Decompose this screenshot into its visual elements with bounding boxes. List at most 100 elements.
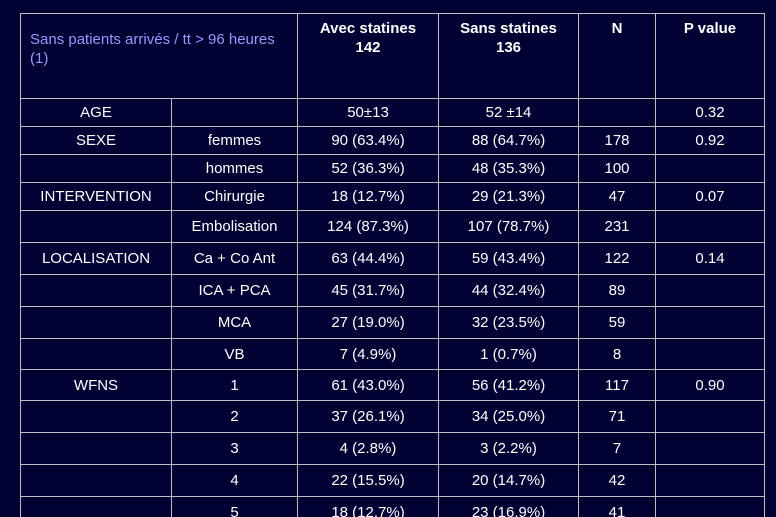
cell-p-value <box>655 274 765 307</box>
cell-category: hommes <box>171 154 298 183</box>
cell-variable <box>20 210 172 243</box>
table-row: Embolisation 124 (87.3%) 107 (78.7%) 231 <box>20 210 765 243</box>
cell-sans: 56 (41.2%) <box>438 369 579 401</box>
cell-p-value: 0.90 <box>655 369 765 401</box>
cell-sans: 107 (78.7%) <box>438 210 579 243</box>
cell-sans: 32 (23.5%) <box>438 306 579 339</box>
cell-variable: INTERVENTION <box>20 182 172 211</box>
header-avec-count: 142 <box>355 39 381 56</box>
cell-category: femmes <box>171 126 298 155</box>
cell-avec: 63 (44.4%) <box>297 242 439 275</box>
cell-p-value <box>655 400 765 433</box>
table-row: SEXE femmes 90 (63.4%) 88 (64.7%) 178 0.… <box>20 126 765 155</box>
cell-p-value <box>655 154 765 183</box>
cell-n: 42 <box>578 464 656 497</box>
cell-category <box>171 98 298 127</box>
table-row: 3 4 (2.8%) 3 (2.2%) 7 <box>20 432 765 465</box>
cell-category: VB <box>171 338 298 370</box>
cell-sans: 34 (25.0%) <box>438 400 579 433</box>
table-row: LOCALISATION Ca + Co Ant 63 (44.4%) 59 (… <box>20 242 765 275</box>
cell-sans: 23 (16.9%) <box>438 496 579 517</box>
cell-category: 1 <box>171 369 298 401</box>
cell-avec: 52 (36.3%) <box>297 154 439 183</box>
cell-variable: SEXE <box>20 126 172 155</box>
cell-n: 122 <box>578 242 656 275</box>
header-sans-count: 136 <box>495 39 522 56</box>
cell-n <box>578 98 656 127</box>
cell-sans: 52 ±14 <box>438 98 579 127</box>
cell-p-value <box>655 306 765 339</box>
cell-category: 3 <box>171 432 298 465</box>
cell-variable <box>20 306 172 339</box>
cell-avec: 90 (63.4%) <box>297 126 439 155</box>
cell-category: Ca + Co Ant <box>171 242 298 275</box>
cell-sans: 1 (0.7%) <box>438 338 579 370</box>
cell-n: 231 <box>578 210 656 243</box>
cell-p-value: 0.14 <box>655 242 765 275</box>
table-row: WFNS 1 61 (43.0%) 56 (41.2%) 117 0.90 <box>20 369 765 401</box>
cell-category: ICA + PCA <box>171 274 298 307</box>
cell-variable <box>20 338 172 370</box>
cell-n: 7 <box>578 432 656 465</box>
table-row: AGE 50±13 52 ±14 0.32 <box>20 98 765 127</box>
cell-category: 4 <box>171 464 298 497</box>
cell-n: 41 <box>578 496 656 517</box>
cell-variable <box>20 400 172 433</box>
cell-sans: 3 (2.2%) <box>438 432 579 465</box>
statins-comparison-table: Sans patients arrivés / tt > 96 heures (… <box>20 13 765 517</box>
cell-p-value <box>655 464 765 497</box>
cell-n: 89 <box>578 274 656 307</box>
cell-n: 71 <box>578 400 656 433</box>
table-row: MCA 27 (19.0%) 32 (23.5%) 59 <box>20 306 765 339</box>
cell-category: Embolisation <box>171 210 298 243</box>
cell-n: 8 <box>578 338 656 370</box>
cell-category: 5 <box>171 496 298 517</box>
header-n: N <box>578 13 656 99</box>
cell-avec: 22 (15.5%) <box>297 464 439 497</box>
header-p-value: P value <box>655 13 765 99</box>
cell-n: 178 <box>578 126 656 155</box>
cell-avec: 4 (2.8%) <box>297 432 439 465</box>
cell-n: 59 <box>578 306 656 339</box>
cell-variable: LOCALISATION <box>20 242 172 275</box>
cell-sans: 44 (32.4%) <box>438 274 579 307</box>
table-row: ICA + PCA 45 (31.7%) 44 (32.4%) 89 <box>20 274 765 307</box>
cell-n: 47 <box>578 182 656 211</box>
cell-avec: 50±13 <box>297 98 439 127</box>
cell-variable <box>20 464 172 497</box>
cell-variable: WFNS <box>20 369 172 401</box>
cell-n: 117 <box>578 369 656 401</box>
cell-avec: 7 (4.9%) <box>297 338 439 370</box>
cell-variable <box>20 154 172 183</box>
cell-p-value <box>655 210 765 243</box>
cell-sans: 59 (43.4%) <box>438 242 579 275</box>
cell-avec: 27 (19.0%) <box>297 306 439 339</box>
header-avec-title: Avec statines <box>319 20 417 37</box>
table-row: 5 18 (12.7%) 23 (16.9%) 41 <box>20 496 765 517</box>
table-row: hommes 52 (36.3%) 48 (35.3%) 100 <box>20 154 765 183</box>
table-row: 2 37 (26.1%) 34 (25.0%) 71 <box>20 400 765 433</box>
cell-p-value: 0.92 <box>655 126 765 155</box>
header-sans-title: Sans statines <box>460 20 557 37</box>
cell-variable <box>20 432 172 465</box>
cell-variable <box>20 496 172 517</box>
cell-avec: 124 (87.3%) <box>297 210 439 243</box>
cell-p-value <box>655 338 765 370</box>
cell-p-value: 0.32 <box>655 98 765 127</box>
header-sans-statines: Sans statines 136 <box>438 13 579 99</box>
cell-variable <box>20 274 172 307</box>
cell-category: 2 <box>171 400 298 433</box>
table-caption: Sans patients arrivés / tt > 96 heures (… <box>20 13 298 99</box>
header-avec-statines: Avec statines 142 <box>297 13 439 99</box>
cell-sans: 29 (21.3%) <box>438 182 579 211</box>
cell-sans: 20 (14.7%) <box>438 464 579 497</box>
cell-avec: 18 (12.7%) <box>297 496 439 517</box>
table-row: VB 7 (4.9%) 1 (0.7%) 8 <box>20 338 765 370</box>
cell-avec: 61 (43.0%) <box>297 369 439 401</box>
cell-sans: 48 (35.3%) <box>438 154 579 183</box>
cell-category: Chirurgie <box>171 182 298 211</box>
cell-variable: AGE <box>20 98 172 127</box>
cell-avec: 45 (31.7%) <box>297 274 439 307</box>
cell-p-value <box>655 432 765 465</box>
table-header-row: Sans patients arrivés / tt > 96 heures (… <box>20 13 765 99</box>
